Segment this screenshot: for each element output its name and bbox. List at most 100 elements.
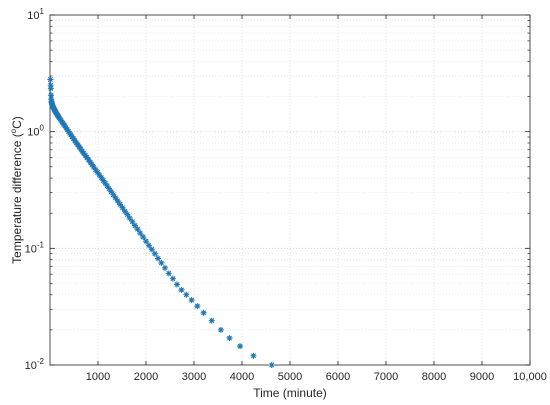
- y-tick-label-exponent: -1: [37, 240, 45, 249]
- asterisk-marker: [237, 343, 244, 350]
- data-point: [114, 197, 121, 204]
- data-point: [183, 291, 190, 298]
- asterisk-marker: [173, 281, 180, 288]
- x-tick-label: 7000: [374, 371, 398, 383]
- asterisk-marker: [121, 208, 128, 215]
- y-tick-label-exponent: 0: [40, 124, 45, 133]
- y-tick-label-base: 10: [27, 127, 39, 139]
- x-axis-label: Time (minute): [253, 386, 327, 400]
- data-point: [112, 194, 119, 201]
- axis-ticks: [50, 14, 531, 366]
- data-point: [217, 326, 224, 333]
- data-point: [129, 218, 136, 225]
- asterisk-marker: [200, 309, 207, 316]
- data-point: [151, 250, 158, 257]
- data-point: [47, 85, 54, 92]
- data-point: [90, 163, 97, 170]
- asterisk-marker: [188, 297, 195, 304]
- y-tick-label: 10-1: [25, 240, 45, 255]
- data-point: [165, 270, 172, 277]
- x-tick-label: 6000: [326, 371, 350, 383]
- asterisk-marker: [110, 191, 117, 198]
- x-tick-label: 4000: [230, 371, 254, 383]
- data-point: [96, 172, 103, 179]
- x-tick-label: 2000: [134, 371, 158, 383]
- data-point: [158, 259, 165, 266]
- asterisk-marker: [114, 197, 121, 204]
- asterisk-marker: [48, 92, 55, 99]
- asterisk-marker: [155, 255, 161, 262]
- asterisk-marker: [165, 270, 172, 277]
- data-point: [110, 191, 117, 198]
- asterisk-marker: [94, 169, 101, 176]
- x-tick-label: 10,000: [513, 371, 547, 383]
- asterisk-marker: [108, 188, 115, 195]
- y-tick-label-exponent: -2: [37, 357, 45, 366]
- data-point: [143, 238, 149, 245]
- y-axis-label-unit: C): [10, 116, 24, 129]
- x-tick-labels: 1000 2000 3000 4000 5000 6000 7000 8000 9000 10,0…: [86, 371, 547, 383]
- data-point: [148, 246, 155, 253]
- x-tick-label: 1000: [86, 371, 110, 383]
- asterisk-marker: [151, 250, 158, 257]
- asterisk-marker: [183, 291, 190, 298]
- data-point: [173, 281, 180, 288]
- data-point: [106, 185, 113, 192]
- data-point: [200, 309, 207, 316]
- asterisk-marker: [47, 76, 54, 83]
- data-point: [131, 222, 138, 229]
- y-tick-label-base: 10: [25, 243, 37, 255]
- data-point: [250, 352, 257, 359]
- asterisk-marker: [148, 246, 155, 253]
- asterisk-marker: [161, 264, 168, 271]
- asterisk-marker: [178, 286, 185, 293]
- asterisk-marker: [126, 214, 133, 221]
- data-point: [121, 208, 128, 215]
- y-tick-label-base: 10: [25, 360, 37, 372]
- asterisk-marker: [194, 303, 201, 310]
- data-point: [94, 169, 101, 176]
- asterisk-marker: [47, 85, 54, 92]
- data-point: [98, 174, 105, 181]
- data-point: [194, 303, 201, 310]
- asterisk-marker: [208, 317, 215, 324]
- asterisk-marker: [112, 194, 119, 201]
- data-point: [178, 286, 185, 293]
- asterisk-marker: [124, 211, 131, 218]
- asterisk-marker: [137, 230, 144, 237]
- data-point: [169, 275, 176, 282]
- asterisk-marker: [102, 180, 109, 187]
- asterisk-marker: [134, 226, 141, 233]
- x-tick-label: 8000: [422, 371, 446, 383]
- y-axis-label-main: Temperature difference (: [10, 133, 24, 264]
- asterisk-marker: [268, 362, 275, 368]
- data-point: [134, 226, 141, 233]
- asterisk-marker: [129, 218, 136, 225]
- asterisk-marker: [140, 234, 147, 241]
- data-point: [124, 211, 131, 218]
- data-point: [108, 188, 115, 195]
- data-point: [119, 204, 126, 211]
- data-point: [155, 255, 161, 262]
- data-point: [188, 297, 195, 304]
- asterisk-marker: [100, 177, 107, 184]
- asterisk-marker: [98, 174, 105, 181]
- asterisk-marker: [92, 166, 99, 173]
- data-point: [102, 180, 109, 187]
- asterisk-marker: [104, 182, 111, 189]
- y-tick-label: 100: [27, 124, 44, 139]
- y-tick-label: 10-2: [25, 357, 45, 372]
- asterisk-marker: [119, 204, 126, 211]
- asterisk-marker: [169, 275, 176, 282]
- data-point: [100, 177, 107, 184]
- data-point: [226, 335, 233, 342]
- asterisk-marker: [96, 172, 103, 179]
- asterisk-marker: [106, 185, 113, 192]
- asterisk-marker: [145, 242, 152, 249]
- data-points: [47, 76, 275, 368]
- asterisk-marker: [117, 201, 124, 208]
- data-point: [126, 214, 133, 221]
